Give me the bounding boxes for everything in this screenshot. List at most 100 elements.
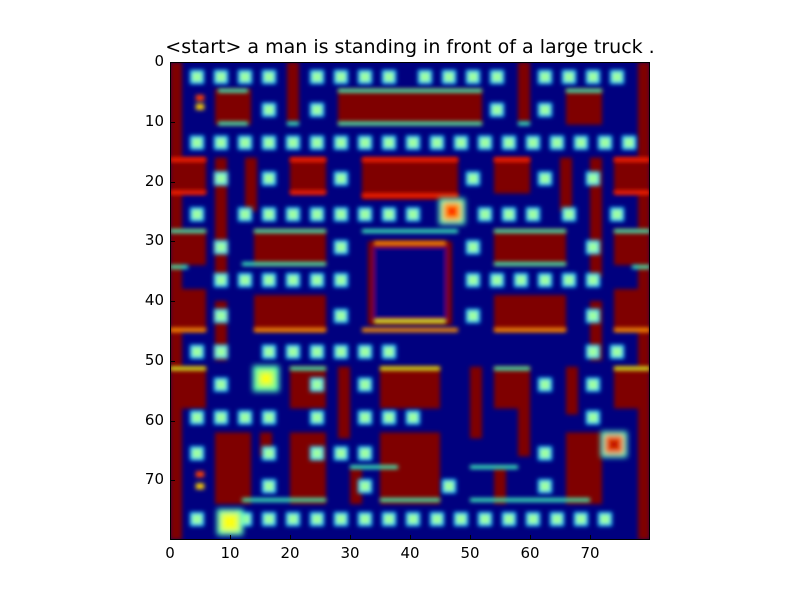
pellet — [360, 379, 370, 390]
wall-edge — [362, 157, 458, 162]
pellet — [264, 514, 274, 524]
figure-title: <start> a man is standing in front of a … — [165, 36, 655, 58]
pellet — [192, 347, 202, 357]
pellet — [264, 481, 274, 492]
wall-edge — [494, 262, 566, 266]
x-tick-label: 30 — [340, 544, 360, 562]
wall-edge — [290, 157, 326, 162]
y-tick-label: 60 — [144, 410, 164, 429]
pellet — [312, 448, 322, 459]
y-tick-label: 20 — [144, 171, 164, 190]
x-tick-mark — [530, 535, 531, 540]
pellet — [192, 137, 202, 148]
wall-edge — [614, 157, 650, 162]
pellet — [540, 379, 550, 390]
y-tick-label: 40 — [144, 291, 164, 309]
x-tick-mark — [170, 535, 171, 540]
plot-axes: 0 10 20 30 40 50 60 70 0 10 20 30 40 50 60 70 — [145, 52, 650, 562]
marker-dot — [195, 483, 205, 490]
pellet — [312, 412, 322, 423]
pellet — [468, 275, 478, 285]
wall-edge — [362, 327, 458, 333]
pellet — [384, 209, 394, 220]
pellet — [360, 347, 370, 357]
pellet — [216, 72, 226, 82]
x-tick-label: 20 — [280, 544, 300, 562]
pellet — [408, 137, 418, 148]
pellet — [612, 347, 622, 357]
pellet — [336, 311, 346, 321]
wall-edge — [494, 157, 530, 162]
pellet — [384, 347, 394, 357]
y-tick-mark — [170, 480, 175, 482]
wall-block — [170, 229, 206, 266]
pellet — [624, 137, 634, 148]
pellet — [432, 514, 442, 524]
cyan-ghost-sprite — [252, 365, 280, 392]
wall-edge — [290, 190, 326, 195]
pellet — [504, 137, 514, 148]
pellet — [264, 137, 274, 148]
wall-edge — [338, 88, 482, 93]
wall-edge — [362, 229, 458, 233]
wall-edge — [494, 229, 566, 233]
y-tick-mark — [170, 241, 175, 243]
wall-block — [350, 468, 362, 505]
wall-edge — [170, 190, 206, 195]
wall-block — [614, 289, 650, 331]
wall-edge — [218, 121, 248, 126]
wall-block — [254, 229, 326, 266]
pellet — [312, 347, 322, 357]
wall-block — [338, 366, 350, 439]
pellet — [468, 173, 478, 184]
pellet — [336, 209, 346, 220]
pellet — [216, 347, 226, 357]
pellet — [192, 412, 202, 423]
pellet — [336, 514, 346, 524]
wall-edge — [290, 366, 326, 371]
pellet — [456, 514, 466, 524]
pellet — [576, 514, 586, 524]
wall-block — [380, 366, 440, 409]
x-tick-mark — [590, 535, 591, 540]
pellet — [492, 275, 502, 285]
wall-block — [215, 432, 251, 505]
pellet — [564, 275, 574, 285]
x-tick-label: 60 — [520, 544, 540, 562]
wall-block — [518, 62, 530, 122]
pellet — [312, 105, 322, 115]
pellet — [492, 72, 502, 82]
yellow-player-sprite — [216, 508, 244, 536]
y-tick-label: 30 — [144, 231, 164, 250]
pellet — [480, 137, 490, 148]
y-tick-label: 10 — [144, 111, 164, 130]
pellet — [612, 72, 622, 82]
wall-block — [614, 366, 650, 409]
sprite-core — [224, 516, 236, 528]
pellet — [588, 275, 598, 285]
wall-block — [566, 432, 602, 505]
pellet — [240, 72, 250, 82]
game-sprites — [216, 198, 628, 536]
x-tick-label: 70 — [580, 544, 600, 562]
y-tick-label: 0 — [154, 52, 164, 70]
pellet — [360, 412, 370, 423]
pellet — [240, 514, 250, 524]
pellet — [336, 137, 346, 148]
wall-edge — [350, 465, 398, 469]
pellet — [588, 412, 598, 423]
pellet — [540, 275, 550, 285]
wall-edge — [254, 327, 326, 333]
wall-edge — [170, 265, 188, 269]
pellet — [288, 514, 298, 524]
wall-block — [338, 88, 482, 125]
pellet-grid — [189, 69, 637, 527]
pellet — [192, 209, 202, 220]
wall-edge — [494, 366, 530, 371]
pellet — [312, 379, 322, 390]
x-tick-label: 10 — [220, 544, 240, 562]
wall-edge — [470, 465, 518, 469]
pellet — [264, 105, 274, 115]
wall-edge — [242, 262, 326, 266]
pellet — [528, 137, 538, 148]
